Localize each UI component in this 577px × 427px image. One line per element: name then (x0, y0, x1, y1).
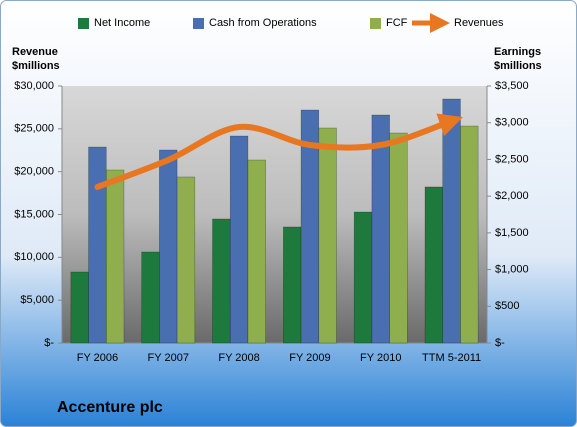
bar (229, 135, 249, 344)
y-tick-label: $25,000 (14, 123, 54, 135)
y2-tick-label: $2,000 (495, 190, 529, 202)
bar (70, 271, 89, 344)
y2-tick-label: $3,000 (495, 117, 529, 129)
legend-swatch (78, 18, 89, 29)
bar (283, 226, 302, 344)
bar (88, 146, 107, 344)
legend-swatch (370, 18, 381, 29)
bar (105, 169, 125, 344)
y-axis-title: Revenue $millions (12, 46, 60, 72)
x-tick-label: FY 2010 (360, 352, 401, 364)
line (94, 113, 463, 191)
y2-tick-label: $1,500 (495, 227, 529, 239)
y-tick-label: $10,000 (14, 251, 54, 263)
bar (460, 125, 479, 344)
y-tick-label: $15,000 (14, 208, 54, 220)
bar (353, 211, 373, 344)
bar (389, 132, 408, 344)
legend-label: Net Income (94, 17, 150, 29)
y-tick-label: $20,000 (14, 166, 54, 178)
bar (424, 186, 444, 344)
y-tick-label: $30,000 (14, 80, 54, 92)
x-tick-label: FY 2009 (289, 352, 330, 364)
legend-label: FCF (386, 17, 408, 29)
x-tick-label: FY 2006 (77, 352, 118, 364)
bar (159, 149, 178, 344)
legend-label: Revenues (454, 17, 504, 29)
y2-tick-label: $3,500 (495, 80, 529, 92)
bar (176, 176, 196, 344)
x-tick-label: TTM 5-2011 (422, 352, 481, 364)
y2-tick-label: $2,500 (495, 153, 529, 165)
chart-title: Accenture plc (57, 399, 163, 416)
bar (141, 251, 160, 344)
y2-axis-title: Earnings $millions (494, 46, 542, 72)
y-tick-label: $- (44, 337, 54, 349)
y2-tick-label: $- (495, 337, 505, 349)
bar (318, 127, 337, 344)
x-tick-label: FY 2007 (148, 352, 189, 364)
bar (371, 114, 390, 344)
bar (442, 98, 461, 344)
bar (212, 218, 231, 344)
plot-area (62, 86, 487, 343)
legend-swatch (193, 18, 204, 29)
bar (247, 159, 266, 344)
y-tick-label: $5,000 (20, 294, 54, 306)
y2-tick-label: $1,000 (495, 263, 529, 275)
y2-tick-label: $500 (495, 300, 519, 312)
x-tick-label: FY 2008 (218, 352, 259, 364)
legend-label: Cash from Operations (209, 17, 317, 29)
